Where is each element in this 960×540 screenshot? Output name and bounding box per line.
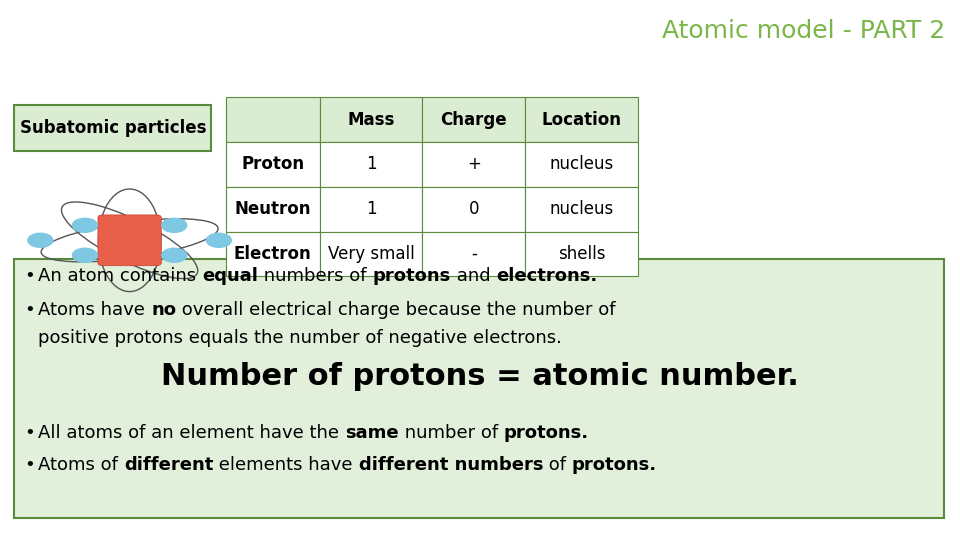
Text: number of: number of	[398, 424, 504, 442]
Text: nucleus: nucleus	[550, 156, 613, 173]
Text: -: -	[470, 245, 477, 263]
FancyBboxPatch shape	[422, 97, 525, 142]
FancyBboxPatch shape	[525, 187, 638, 232]
FancyBboxPatch shape	[98, 215, 161, 266]
Text: overall electrical charge because the number of: overall electrical charge because the nu…	[176, 301, 615, 319]
Circle shape	[73, 218, 98, 232]
FancyBboxPatch shape	[422, 142, 525, 187]
FancyBboxPatch shape	[525, 97, 638, 142]
FancyBboxPatch shape	[525, 142, 638, 187]
Text: Mass: Mass	[348, 111, 395, 129]
Text: •: •	[24, 267, 35, 285]
Text: •: •	[24, 456, 35, 474]
Text: Very small: Very small	[327, 245, 415, 263]
Text: different: different	[124, 456, 213, 474]
Text: Location: Location	[541, 111, 622, 129]
Text: same: same	[346, 424, 398, 442]
Circle shape	[72, 248, 97, 262]
FancyBboxPatch shape	[14, 259, 944, 518]
FancyBboxPatch shape	[422, 187, 525, 232]
FancyBboxPatch shape	[422, 232, 525, 276]
Text: protons.: protons.	[504, 424, 588, 442]
FancyBboxPatch shape	[320, 187, 422, 232]
Text: All atoms of an element have the: All atoms of an element have the	[38, 424, 346, 442]
Circle shape	[161, 218, 187, 232]
FancyBboxPatch shape	[226, 142, 320, 187]
Text: •: •	[24, 424, 35, 442]
Text: numbers of: numbers of	[258, 267, 372, 285]
Text: Neutron: Neutron	[234, 200, 311, 218]
FancyBboxPatch shape	[525, 232, 638, 276]
Text: •: •	[24, 301, 35, 319]
FancyBboxPatch shape	[320, 142, 422, 187]
Text: of: of	[543, 456, 572, 474]
FancyBboxPatch shape	[226, 97, 320, 142]
Circle shape	[206, 233, 231, 247]
Text: +: +	[467, 156, 481, 173]
Text: no: no	[151, 301, 176, 319]
Text: shells: shells	[558, 245, 606, 263]
Text: and: and	[450, 267, 496, 285]
Text: different numbers: different numbers	[359, 456, 543, 474]
Text: 0: 0	[468, 200, 479, 218]
Text: equal: equal	[203, 267, 258, 285]
Circle shape	[161, 248, 187, 262]
Text: 1: 1	[366, 200, 376, 218]
Text: 1: 1	[366, 156, 376, 173]
Text: nucleus: nucleus	[550, 200, 613, 218]
Text: Charge: Charge	[441, 111, 507, 129]
Text: protons: protons	[372, 267, 450, 285]
Text: Subatomic particles: Subatomic particles	[19, 119, 206, 137]
FancyBboxPatch shape	[226, 187, 320, 232]
Text: Atoms of: Atoms of	[38, 456, 124, 474]
Text: positive protons equals the number of negative electrons.: positive protons equals the number of ne…	[38, 329, 563, 347]
FancyBboxPatch shape	[320, 232, 422, 276]
FancyBboxPatch shape	[14, 105, 211, 151]
FancyBboxPatch shape	[226, 232, 320, 276]
Text: Atoms have: Atoms have	[38, 301, 151, 319]
Text: Number of protons = atomic number.: Number of protons = atomic number.	[161, 362, 799, 391]
Text: protons.: protons.	[572, 456, 657, 474]
Text: Electron: Electron	[234, 245, 311, 263]
Text: An atom contains: An atom contains	[38, 267, 203, 285]
Text: electrons.: electrons.	[496, 267, 597, 285]
Text: Proton: Proton	[241, 156, 304, 173]
Text: elements have: elements have	[213, 456, 359, 474]
FancyBboxPatch shape	[320, 97, 422, 142]
Text: Atomic model - PART 2: Atomic model - PART 2	[662, 19, 946, 43]
Circle shape	[28, 233, 53, 247]
